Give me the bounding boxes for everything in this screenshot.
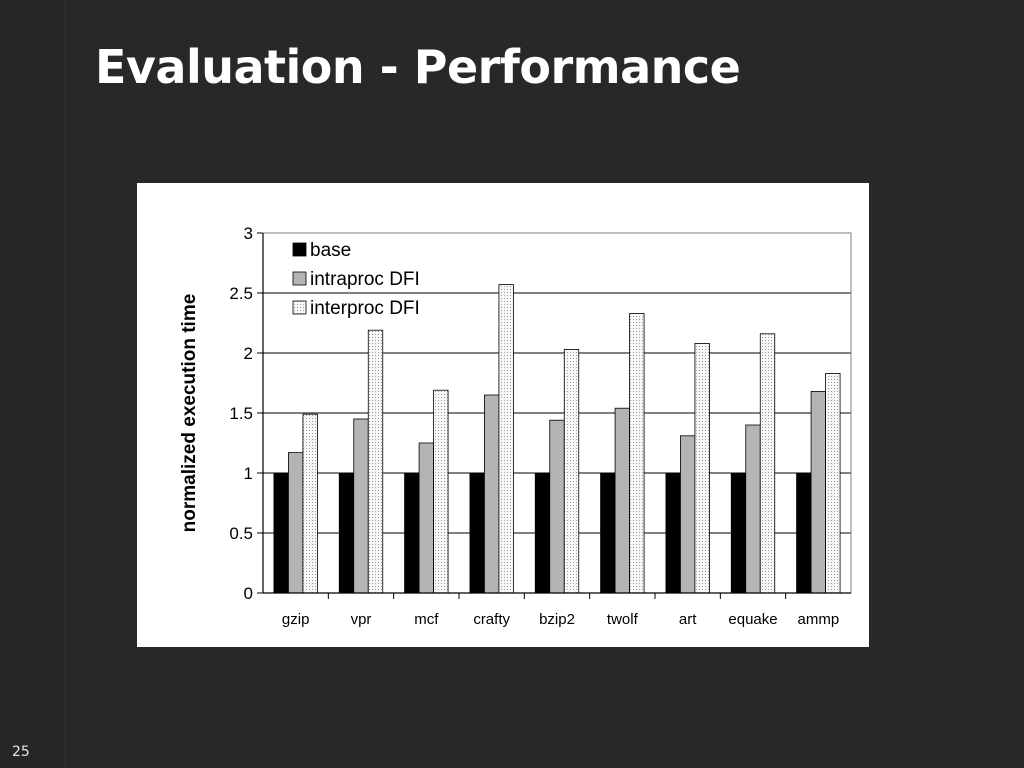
x-tick-label: equake bbox=[728, 611, 777, 628]
legend-swatch-base bbox=[292, 242, 307, 257]
x-tick-label: mcf bbox=[414, 611, 439, 628]
bar-bzip2-interproc bbox=[563, 348, 580, 594]
bar-equake-intraproc bbox=[745, 424, 761, 594]
bar-ammp-interproc bbox=[825, 372, 841, 594]
y-tick-label: 2 bbox=[244, 344, 253, 363]
x-tick-label: twolf bbox=[607, 611, 639, 628]
bar-ammp-intraproc bbox=[810, 390, 826, 594]
bar-crafty-interproc bbox=[498, 284, 514, 594]
y-axis-label: normalized execution time bbox=[179, 294, 200, 533]
legend: base intraproc DFI interproc DFI bbox=[292, 240, 420, 319]
bar-art-intraproc bbox=[680, 435, 696, 594]
bar-vpr-base bbox=[338, 472, 355, 594]
bar-mcf-base bbox=[404, 472, 420, 594]
legend-swatch-intraproc bbox=[292, 271, 307, 286]
bar-bzip2-base bbox=[534, 472, 551, 594]
y-tick-label: 2.5 bbox=[229, 284, 253, 303]
bar-gzip-intraproc bbox=[288, 452, 304, 594]
slide-title: Evaluation - Performance bbox=[95, 40, 741, 94]
legend-label-interproc: interproc DFI bbox=[310, 298, 420, 319]
x-tick-label: bzip2 bbox=[539, 611, 575, 628]
bar-equake-interproc bbox=[759, 333, 776, 594]
legend-label-intraproc: intraproc DFI bbox=[310, 269, 420, 290]
x-tick-label: vpr bbox=[351, 611, 372, 628]
x-tick-label: ammp bbox=[797, 611, 839, 628]
bar-twolf-interproc bbox=[629, 312, 645, 594]
bar-crafty-base bbox=[469, 472, 485, 594]
bar-art-base bbox=[665, 472, 681, 594]
bar-gzip-interproc bbox=[302, 413, 318, 594]
bar-equake-base bbox=[730, 472, 747, 594]
legend-swatch-interproc bbox=[292, 300, 307, 315]
bar-gzip-base bbox=[273, 472, 289, 594]
bar-chart: 0 0.5 1 1.5 2 2.5 3 gzip vpr mcf crafty bzip2 twolf a… bbox=[179, 224, 852, 628]
bars bbox=[273, 284, 841, 594]
y-tick-label: 0.5 bbox=[229, 524, 253, 543]
bar-bzip2-intraproc bbox=[549, 419, 565, 594]
axes: 0 0.5 1 1.5 2 2.5 3 gzip vpr mcf crafty bzip2 twolf a… bbox=[229, 224, 852, 628]
y-tick-label: 1 bbox=[244, 464, 253, 483]
bar-ammp-base bbox=[796, 472, 812, 594]
bar-mcf-interproc bbox=[433, 389, 449, 594]
bar-twolf-intraproc bbox=[614, 407, 630, 594]
y-tick-label: 0 bbox=[244, 584, 253, 603]
bar-crafty-intraproc bbox=[484, 394, 500, 594]
x-tick-label: art bbox=[679, 611, 697, 628]
chart-panel: 0 0.5 1 1.5 2 2.5 3 gzip vpr mcf crafty bzip2 twolf a… bbox=[137, 183, 869, 647]
x-tick-label: crafty bbox=[473, 611, 510, 628]
y-tick-label: 3 bbox=[244, 224, 253, 243]
bar-twolf-base bbox=[600, 472, 616, 594]
bar-vpr-interproc bbox=[367, 329, 384, 594]
bar-art-interproc bbox=[694, 342, 710, 594]
legend-label-base: base bbox=[310, 240, 351, 261]
bar-mcf-intraproc bbox=[418, 442, 434, 594]
slide-number: 25 bbox=[12, 744, 30, 760]
x-tick-label: gzip bbox=[282, 611, 310, 628]
y-tick-label: 1.5 bbox=[229, 404, 253, 423]
left-strip bbox=[0, 0, 65, 768]
bar-vpr-intraproc bbox=[353, 418, 369, 594]
